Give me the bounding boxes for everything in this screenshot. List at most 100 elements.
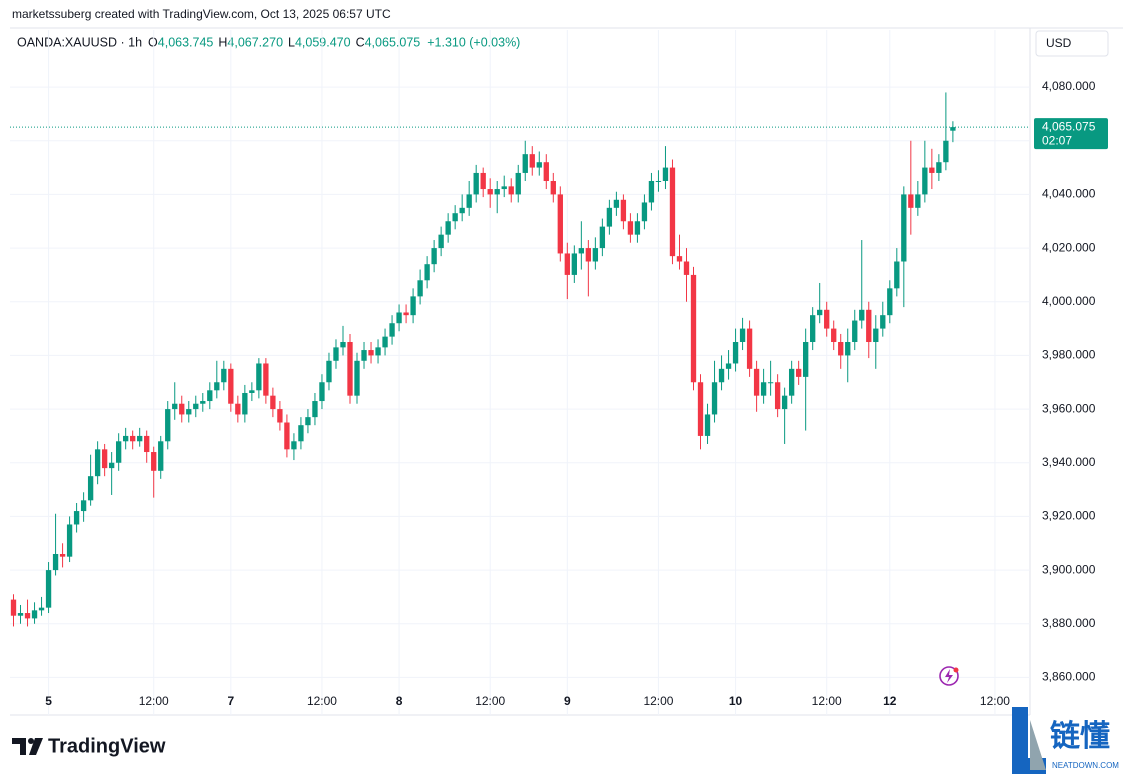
candle-body xyxy=(130,435,136,442)
candle-body xyxy=(319,382,325,402)
candle-body xyxy=(683,261,690,275)
candle-body xyxy=(613,199,620,208)
currency-button[interactable] xyxy=(1035,30,1109,57)
x-tick-label: 9 xyxy=(564,694,571,708)
currency[interactable]: USD xyxy=(1046,36,1072,50)
candle-body xyxy=(908,194,914,208)
candle-body xyxy=(144,435,150,453)
candle-body xyxy=(943,140,949,163)
candle-body xyxy=(599,226,606,249)
symbol: OANDA:XAUUSD · 1h xyxy=(17,35,142,49)
candle-body xyxy=(59,553,66,557)
legend-value: 4,063.745 xyxy=(158,35,214,49)
candle-body xyxy=(648,180,655,203)
candle-body xyxy=(634,221,641,235)
candle-body xyxy=(746,328,753,369)
candle-body xyxy=(326,360,332,383)
x-tick-label: 12:00 xyxy=(643,694,673,708)
candle-body xyxy=(108,462,115,469)
y-tick-label: 3,960.000 xyxy=(1042,401,1096,415)
candle-body xyxy=(711,382,718,415)
legend-key: L xyxy=(288,35,295,49)
candle-body xyxy=(73,511,80,525)
y-tick-label: 3,920.000 xyxy=(1042,509,1096,523)
candle-body xyxy=(438,234,444,249)
candle-body xyxy=(529,154,535,168)
watermark-logo xyxy=(1030,720,1046,770)
candle-body xyxy=(501,186,507,190)
candle-body xyxy=(263,363,269,396)
candle-body xyxy=(627,221,634,235)
candle-body xyxy=(424,264,430,281)
candle-body xyxy=(312,401,318,418)
brand: TradingView xyxy=(48,735,166,757)
candle-body xyxy=(473,172,479,195)
candle-body xyxy=(242,392,248,415)
candle-body xyxy=(817,309,823,316)
x-tick-label: 5 xyxy=(45,694,52,708)
candle-body xyxy=(340,342,346,348)
candle-body xyxy=(94,449,101,477)
candle-body xyxy=(277,409,283,423)
candle-body xyxy=(760,382,767,396)
candle-body xyxy=(249,390,255,393)
candle-body xyxy=(87,476,94,501)
candle-body xyxy=(578,248,585,254)
candle-body xyxy=(732,342,739,364)
logo-mark xyxy=(28,738,34,744)
candle-body xyxy=(445,221,451,235)
alert-icon[interactable] xyxy=(939,666,959,686)
candle-body xyxy=(803,342,809,377)
candle-body xyxy=(753,368,760,396)
candle-body xyxy=(880,315,886,329)
watermark xyxy=(1012,707,1046,774)
candle-body xyxy=(466,194,472,208)
candle-body xyxy=(214,382,220,391)
candle-body xyxy=(270,395,276,410)
candle-body xyxy=(361,350,367,361)
x-tick-label: 12:00 xyxy=(307,694,337,708)
candle-body xyxy=(80,500,87,512)
candle-body xyxy=(403,312,409,316)
candle-body xyxy=(767,382,774,384)
candle-body xyxy=(382,336,388,348)
candle-body xyxy=(368,350,374,356)
candle-body xyxy=(396,312,402,324)
candle-body xyxy=(137,435,143,442)
candle-body xyxy=(200,401,206,404)
candle-body xyxy=(17,613,24,616)
candle-body xyxy=(115,441,122,463)
candle-body xyxy=(739,328,746,343)
legend-value: 4,067.270 xyxy=(227,35,283,49)
x-tick-label: 12:00 xyxy=(812,694,842,708)
candle-body xyxy=(838,342,844,356)
candle-body xyxy=(487,189,493,195)
candle-body xyxy=(873,328,879,343)
candle-body xyxy=(662,167,669,181)
candle-body xyxy=(452,213,458,222)
legend-key: O xyxy=(148,35,158,49)
candle-body xyxy=(431,248,437,265)
candle-body xyxy=(24,613,31,619)
candle-body xyxy=(606,207,613,227)
candle-body xyxy=(718,368,725,383)
candle-body xyxy=(31,610,38,619)
candle-body xyxy=(101,449,108,469)
candle-body xyxy=(788,368,795,396)
candle-body xyxy=(375,347,381,356)
x-tick-label: 12:00 xyxy=(475,694,505,708)
candle-body xyxy=(354,360,360,396)
candle-body xyxy=(151,452,157,471)
candle-body xyxy=(284,422,290,450)
candle-body xyxy=(536,162,542,168)
candle-body xyxy=(172,403,178,410)
watermark-logo xyxy=(1012,707,1046,774)
legend-key: C xyxy=(356,35,365,49)
alert-bolt xyxy=(945,669,953,683)
candle-body xyxy=(66,524,73,557)
candle-body xyxy=(494,189,500,195)
candle-body xyxy=(824,309,830,329)
candle-body xyxy=(795,368,802,377)
candle-body xyxy=(571,253,577,275)
